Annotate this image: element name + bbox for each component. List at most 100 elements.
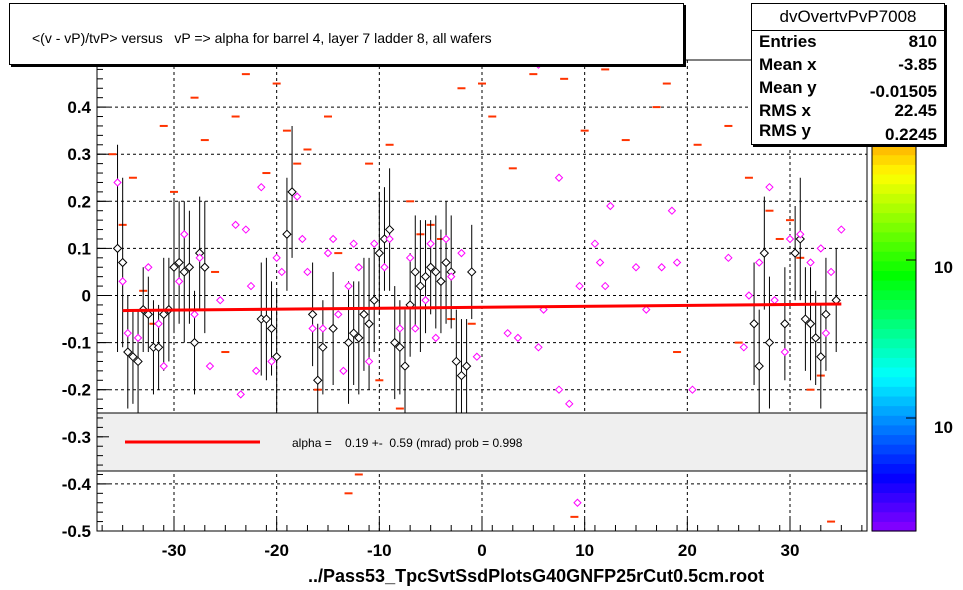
x-tick-label: 0 [477,541,486,560]
profile2-point [123,328,133,338]
profile2-point [292,192,302,201]
color-scale-cell [872,338,916,349]
profile-point [384,224,395,235]
stats-key: RMS y [759,121,811,140]
profile2-point [308,324,317,333]
color-scale-cell [872,145,916,156]
profile-point [790,248,800,258]
stats-key: Mean y [759,78,817,97]
profile-point [123,347,133,357]
profile-point [128,352,138,362]
profile2-point [672,258,682,267]
legend-fit-label: alpha = 0.19 +- 0.59 (mrad) prob = 0.998 [292,436,523,450]
profile-points [112,125,841,437]
profile-point [153,342,164,353]
profile2-point [195,253,204,263]
color-scale-cell [872,502,916,513]
profile2-point [534,343,543,352]
color-scale-cell [872,347,916,358]
color-scale-cell [872,434,916,445]
color-scale-cell [872,173,916,185]
stats-value: -0.01505 [869,82,937,101]
profile-point [467,267,477,277]
profile2-point [174,277,184,286]
color-scale-cell [872,444,916,455]
profile-point [169,262,179,272]
profile2-point [272,253,281,263]
profile2-point [395,324,405,333]
profile-point [307,309,318,320]
profile-point [159,309,169,320]
profile2-point [688,385,697,394]
profile-point [318,342,328,353]
color-scale-cell [872,453,916,465]
profile2-point [770,296,779,305]
profile2-point [113,178,122,187]
color-scale-bar [871,144,917,532]
profile2-point [339,366,348,376]
profile-point [805,319,816,329]
stats-key: RMS x [759,101,811,120]
color-scale-cell [872,473,916,484]
profile2-point [554,173,564,182]
profile-point [266,323,277,334]
color-scale-cell [872,318,916,329]
profile-point [821,309,831,320]
profile2-point [600,281,610,291]
color-scale-cell [872,492,916,503]
y-tick-label: -0.3 [62,428,91,447]
profile2-point [159,361,168,371]
profile2-point [780,347,790,357]
color-scale-cell [872,415,916,426]
color-scale-cell [872,260,916,272]
y-tick-label: -0.5 [62,522,91,541]
stats-key: Entries [759,32,817,51]
profile-point [271,352,282,362]
color-scale-cell [872,299,916,310]
profile2-point [133,333,143,343]
color-scale-cell [872,270,916,281]
y-tick-label: 0.1 [67,239,91,258]
profile-point [754,361,764,371]
y-tick-label: 0.4 [67,98,91,117]
color-scale-cell [872,280,916,291]
profile2-point [354,263,364,272]
profile2-point [241,225,251,234]
profile2-point [205,361,215,371]
color-scale-cell [872,193,916,204]
profile2-point [744,291,754,300]
profile-point [313,375,323,385]
color-scale-cell [872,482,916,493]
stats-row-mean-x: Mean x -3.85 [759,55,937,77]
color-scale-cell [872,366,916,378]
stats-value: -3.85 [898,55,937,74]
profile-point [400,361,410,371]
profile2-point [257,182,266,192]
profile-point [179,267,189,277]
color-scale-cell [872,511,916,522]
color-scale-cell [872,405,916,416]
profile2-point [503,328,512,338]
color-scale-cell [872,222,916,233]
profile2-point [739,343,749,352]
profile2-point [606,201,615,211]
profile-point [348,328,359,338]
legend-band [96,412,868,472]
color-scale-cell [872,328,916,339]
x-tick-label: -30 [162,541,187,560]
profile2-point [215,296,225,305]
profile2-point [446,272,456,281]
z-axis-label: 10 [934,258,953,277]
profile2-point [821,328,831,338]
color-scale-cell [872,202,916,214]
profile-point [359,309,369,320]
profile-point [117,257,128,268]
x-tick-label: -10 [367,541,392,560]
profile2-point [667,206,677,215]
profile-point [795,234,805,244]
color-scale-cell [872,395,916,407]
profile2-point [154,319,163,328]
y-tick-label: -0.1 [62,334,91,353]
profile-point [395,342,405,353]
x-tick-label: -20 [264,541,289,560]
